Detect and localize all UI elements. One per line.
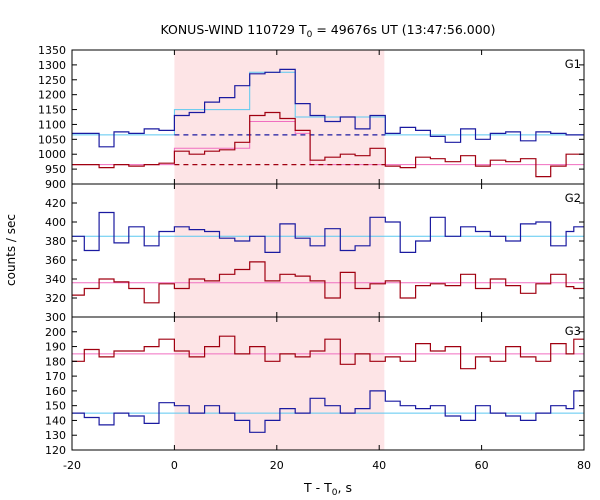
lightcurve-blue xyxy=(72,68,584,148)
panel-frame xyxy=(71,316,585,451)
y-tick-label: 160 xyxy=(45,385,66,398)
y-axis-label: counts / sec xyxy=(4,214,18,286)
y-tick-label: 1150 xyxy=(38,104,66,117)
x-tick-label: 20 xyxy=(270,459,284,472)
x-axis-label-main: T - T xyxy=(303,480,332,495)
x-tick-label: -20 xyxy=(63,459,81,472)
y-tick-label: 1000 xyxy=(38,148,66,161)
y-tick-label: 130 xyxy=(45,429,66,442)
y-tick-label: 400 xyxy=(45,216,66,229)
y-tick-label: 300 xyxy=(45,311,66,324)
lightcurve-red xyxy=(72,111,584,178)
y-tick-label: 170 xyxy=(45,370,66,383)
y-tick-label: 420 xyxy=(45,197,66,210)
chart-title: KONUS-WIND 110729 T0 = 49676s UT (13:47:… xyxy=(160,22,495,40)
y-tick-label: 1050 xyxy=(38,133,66,146)
x-tick-label: 40 xyxy=(372,459,386,472)
plot-area: 90095010001050110011501200125013001350G1… xyxy=(38,44,591,472)
panel-label: G3 xyxy=(565,324,581,338)
y-tick-label: 320 xyxy=(45,292,66,305)
y-tick-label: 200 xyxy=(45,326,66,339)
y-tick-label: 120 xyxy=(45,444,66,457)
lightcurve-blue xyxy=(72,390,584,433)
y-tick-label: 1350 xyxy=(38,44,66,57)
x-tick-label: 80 xyxy=(577,459,591,472)
y-tick-label: 180 xyxy=(45,355,66,368)
y-tick-label: 360 xyxy=(45,254,66,267)
x-axis-label-subscript: 0 xyxy=(332,488,338,498)
chart-title-subscript: 0 xyxy=(307,30,313,40)
lightcurve-blue xyxy=(72,211,584,253)
y-tick-label: 140 xyxy=(45,414,66,427)
y-tick-label: 950 xyxy=(45,163,66,176)
y-tick-label: 1200 xyxy=(38,89,66,102)
chart-title-main: KONUS-WIND 110729 T xyxy=(160,22,306,37)
y-tick-label: 190 xyxy=(45,341,66,354)
panel-label: G1 xyxy=(565,57,581,71)
panel-label: G2 xyxy=(565,191,581,205)
x-tick-label: 0 xyxy=(171,459,178,472)
y-tick-label: 150 xyxy=(45,400,66,413)
y-tick-label: 1100 xyxy=(38,118,66,131)
chart-title-rest: = 49676s UT (13:47:56.000) xyxy=(312,22,495,37)
y-tick-label: 1250 xyxy=(38,74,66,87)
y-tick-label: 1300 xyxy=(38,59,66,72)
y-tick-label: 900 xyxy=(45,178,66,191)
lightcurve-red xyxy=(72,261,584,304)
y-tick-label: 380 xyxy=(45,235,66,248)
lightcurve-red xyxy=(72,335,584,370)
x-tick-label: 60 xyxy=(475,459,489,472)
y-tick-label: 340 xyxy=(45,273,66,286)
x-axis-label-rest: , s xyxy=(338,480,352,495)
x-axis-label: T - T0, s xyxy=(303,480,352,498)
